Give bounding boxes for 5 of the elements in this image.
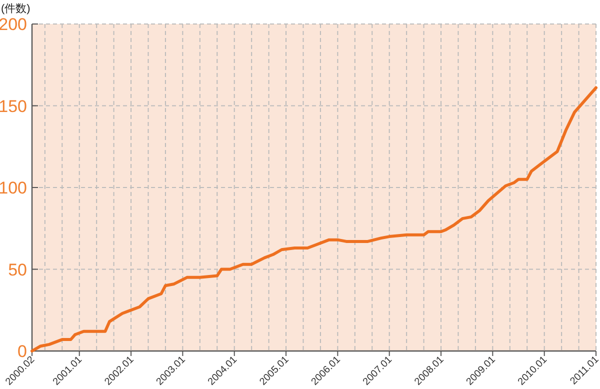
y-tick-label: 100 xyxy=(0,178,27,198)
y-tick-label: 150 xyxy=(0,96,27,116)
y-tick-label: 0 xyxy=(18,342,27,361)
y-tick-label: 50 xyxy=(8,260,27,280)
y-axis-title: (件数) xyxy=(1,3,30,15)
